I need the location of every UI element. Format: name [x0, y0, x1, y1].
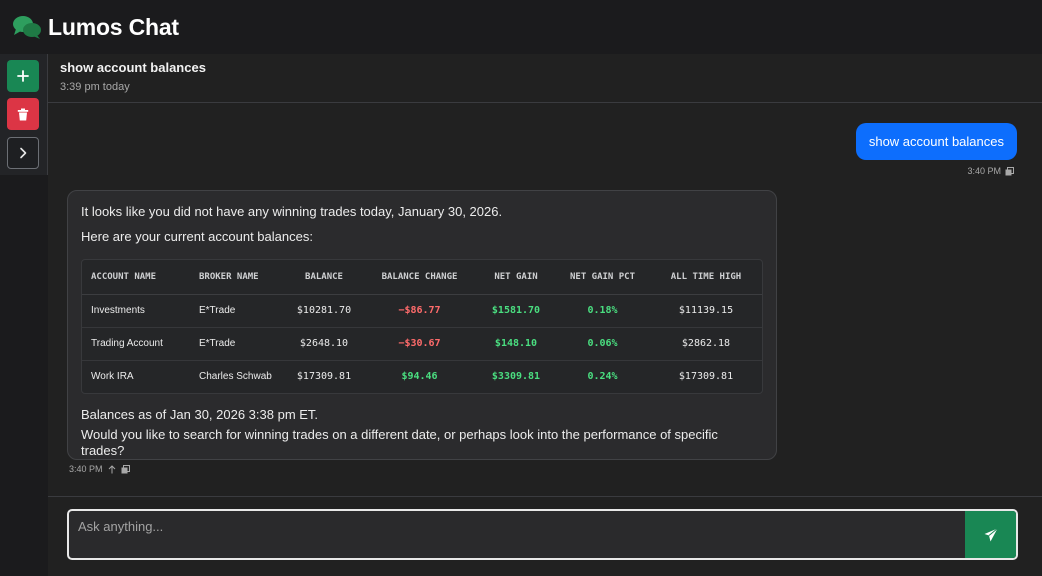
cell-broker-name: E*Trade	[190, 327, 286, 361]
sidebar-rail	[0, 54, 48, 175]
table-row: Trading Account E*Trade $2648.10 −$30.67…	[82, 327, 762, 361]
assistant-intro-text: It looks like you did not have any winni…	[81, 204, 503, 219]
sidebar	[0, 54, 48, 576]
cell-net-gain-pct: 0.06%	[555, 327, 650, 361]
message-input[interactable]	[69, 511, 966, 558]
follow-up-question: Would you like to search for winning tra…	[81, 427, 718, 458]
composer	[67, 509, 1018, 560]
chat-panel: show account balances 3:39 pm today show…	[48, 54, 1042, 576]
cell-all-time-high: $17309.81	[678, 371, 734, 383]
copy-icon[interactable]	[121, 464, 130, 474]
assistant-message-meta: 3:40 PM	[69, 464, 130, 474]
arrow-up-icon[interactable]	[108, 464, 116, 474]
assistant-lead-text: Here are your current account balances:	[81, 229, 313, 244]
send-button[interactable]	[965, 511, 1016, 558]
table-row: Investments E*Trade $10281.70 −$86.77 $1…	[82, 294, 762, 328]
cell-balance-change: $94.46	[401, 371, 438, 383]
chat-title: show account balances	[60, 60, 206, 75]
balances-table: Account Name Broker Name Balance Balance…	[82, 260, 762, 393]
cell-net-gain: $1581.70	[477, 294, 555, 328]
cell-all-time-high: $11139.15	[650, 294, 762, 328]
assistant-message-bubble: It looks like you did not have any winni…	[67, 190, 777, 460]
cell-balance: $17309.81	[296, 371, 352, 383]
cell-net-gain: $3309.81	[491, 371, 541, 383]
copy-icon[interactable]	[1005, 166, 1014, 176]
header-balance-change: Balance Change	[362, 260, 477, 295]
header-account-name: Account Name	[82, 260, 190, 295]
delete-chat-button[interactable]	[7, 98, 39, 130]
assistant-message-time: 3:40 PM	[69, 464, 103, 474]
user-message-meta: 3:40 PM	[967, 166, 1014, 176]
user-message-time: 3:40 PM	[967, 166, 1001, 176]
composer-area	[48, 496, 1042, 576]
balances-as-of-text: Balances as of Jan 30, 2026 3:38 pm ET.	[81, 407, 319, 422]
cell-net-gain: $148.10	[477, 327, 555, 361]
cell-broker-name: E*Trade	[190, 294, 286, 328]
header-balance: Balance	[286, 260, 362, 295]
header-broker-name: Broker Name	[190, 260, 286, 295]
expand-sidebar-button[interactable]	[7, 137, 39, 169]
trash-icon	[17, 108, 29, 120]
header-net-gain: Net Gain	[477, 260, 555, 295]
cell-net-gain-pct: 0.18%	[555, 294, 650, 328]
new-chat-button[interactable]	[7, 60, 39, 92]
user-message-bubble: show account balances	[855, 123, 1017, 160]
table-row: Work IRA Charles Schwab $17309.81 $94.46…	[82, 360, 762, 393]
table-header-row: Account Name Broker Name Balance Balance…	[82, 260, 762, 295]
cell-net-gain-pct: 0.24%	[587, 371, 618, 383]
header-all-time-high: All Time High	[650, 260, 762, 295]
cell-account-name: Investments	[82, 294, 190, 328]
cell-broker-name: Charles Schwab	[199, 371, 272, 383]
cell-all-time-high: $2862.18	[650, 327, 762, 361]
cell-balance-change: −$30.67	[362, 327, 477, 361]
plus-icon	[17, 70, 29, 82]
cell-balance-change: −$86.77	[362, 294, 477, 328]
chevron-right-icon	[20, 147, 27, 159]
chat-info-bar: show account balances 3:39 pm today	[48, 54, 1042, 103]
send-icon	[984, 527, 998, 541]
cell-account-name: Work IRA	[91, 371, 134, 383]
chat-bubbles-icon	[13, 16, 41, 39]
header-net-gain-pct: Net Gain Pct	[555, 260, 650, 295]
app-header: Lumos Chat	[0, 0, 1042, 54]
cell-balance: $10281.70	[286, 294, 362, 328]
balances-table-wrapper: Account Name Broker Name Balance Balance…	[81, 259, 763, 394]
cell-account-name: Trading Account	[82, 327, 190, 361]
cell-balance: $2648.10	[286, 327, 362, 361]
chat-timestamp: 3:39 pm today	[60, 81, 130, 93]
app-title: Lumos Chat	[48, 13, 179, 40]
